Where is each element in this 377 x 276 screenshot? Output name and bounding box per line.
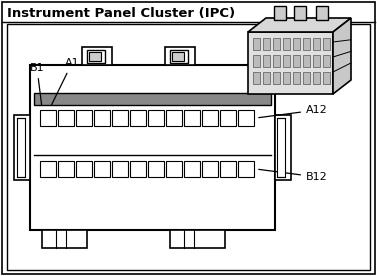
Bar	[303, 72, 310, 84]
Text: B1: B1	[30, 63, 44, 105]
Bar	[76, 110, 92, 126]
Bar	[130, 110, 146, 126]
Bar	[323, 55, 330, 67]
Bar	[263, 55, 270, 67]
Text: Instrument Panel Cluster (IPC): Instrument Panel Cluster (IPC)	[7, 7, 235, 20]
Bar	[184, 110, 200, 126]
Bar	[40, 110, 56, 126]
Bar	[263, 72, 270, 84]
Bar	[42, 230, 87, 248]
Bar	[172, 52, 184, 61]
Bar	[202, 161, 218, 177]
Bar	[170, 50, 188, 63]
Bar	[283, 38, 290, 50]
Text: A1: A1	[51, 58, 79, 105]
Bar	[166, 110, 182, 126]
Bar	[58, 161, 74, 177]
Bar	[316, 6, 328, 20]
Bar	[303, 38, 310, 50]
Bar	[82, 47, 112, 65]
Bar	[238, 110, 254, 126]
Bar	[253, 55, 260, 67]
Bar	[273, 38, 280, 50]
Text: A12: A12	[259, 105, 328, 118]
Bar	[94, 161, 110, 177]
Bar	[313, 72, 320, 84]
Bar	[30, 65, 275, 230]
Bar	[275, 115, 291, 180]
Bar	[273, 55, 280, 67]
Text: B12: B12	[259, 169, 328, 182]
Bar	[220, 161, 236, 177]
Bar	[166, 161, 182, 177]
Bar	[313, 55, 320, 67]
Bar	[253, 38, 260, 50]
Bar	[130, 161, 146, 177]
Bar	[76, 161, 92, 177]
Bar	[170, 230, 225, 248]
Bar	[87, 50, 105, 63]
Bar	[253, 72, 260, 84]
Bar	[112, 110, 128, 126]
Bar	[293, 38, 300, 50]
Bar	[40, 161, 56, 177]
Bar	[220, 110, 236, 126]
Bar	[112, 161, 128, 177]
Bar	[148, 161, 164, 177]
Bar	[283, 55, 290, 67]
Bar	[165, 47, 195, 65]
Bar	[248, 32, 333, 94]
Bar	[58, 110, 74, 126]
Bar	[323, 38, 330, 50]
Bar	[202, 110, 218, 126]
Bar	[283, 72, 290, 84]
Bar	[14, 115, 30, 180]
Polygon shape	[333, 18, 351, 94]
Bar	[277, 118, 285, 177]
Bar	[89, 52, 101, 61]
Bar	[17, 118, 25, 177]
Bar	[7, 24, 370, 270]
Bar	[273, 72, 280, 84]
Bar	[34, 93, 271, 105]
Bar	[148, 110, 164, 126]
Bar	[238, 161, 254, 177]
Bar	[303, 55, 310, 67]
Bar	[274, 6, 286, 20]
Bar	[293, 72, 300, 84]
Bar	[184, 161, 200, 177]
Bar	[263, 38, 270, 50]
Bar	[94, 110, 110, 126]
Polygon shape	[248, 18, 351, 32]
Bar	[293, 55, 300, 67]
Bar	[323, 72, 330, 84]
Bar	[294, 6, 306, 20]
Bar	[313, 38, 320, 50]
